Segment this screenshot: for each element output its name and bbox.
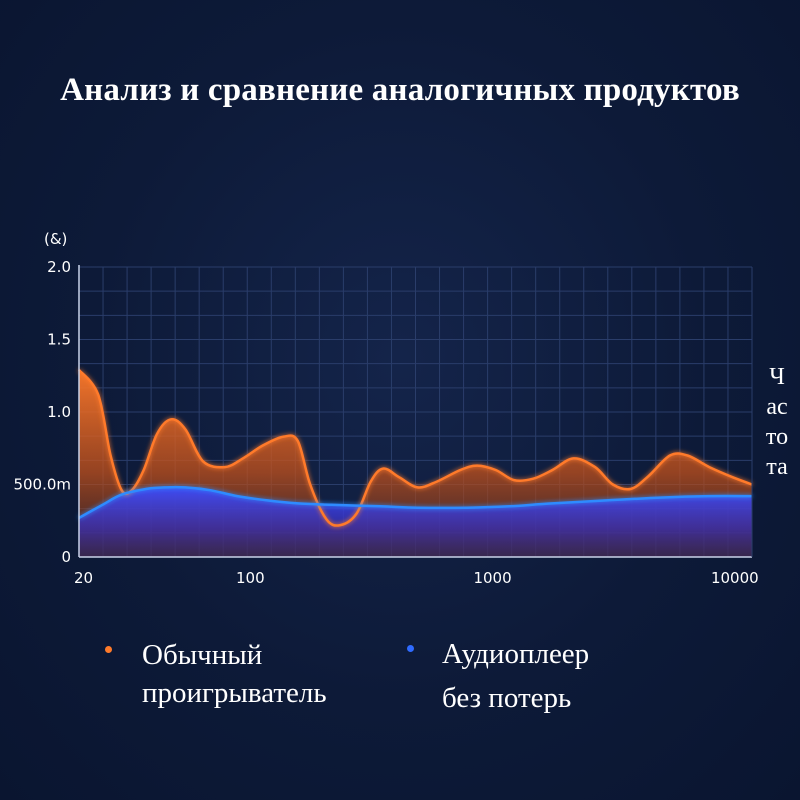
chart-axes [78, 265, 753, 558]
x-tick-label: 1000 [473, 569, 511, 587]
legend-label-regular-player: Обычный проигрыватель [142, 639, 327, 709]
y-axis-label: (&) [44, 230, 67, 248]
x-tick-label: 100 [236, 569, 265, 587]
series-line-lossless-player [78, 485, 753, 519]
page-title: Анализ и сравнение аналогичных продуктов [60, 72, 740, 108]
x-tick-label: 20 [74, 569, 93, 587]
y-tick-label: 1.0 [47, 403, 71, 421]
chart-ticks: 0 500.0m 1.0 1.5 2.0 20 100 1000 10000 [13, 258, 758, 587]
series-area-lossless-player [79, 487, 752, 557]
y-tick-label: 0 [61, 548, 71, 566]
legend-label-lossless-player: Аудиоплеер без потерь [442, 638, 590, 714]
legend-dot-orange [105, 646, 112, 653]
x-axis-label: Частота [765, 364, 789, 480]
legend-dot-blue [407, 645, 414, 652]
y-tick-label: 500.0m [13, 476, 71, 494]
series-line-regular-player [78, 369, 753, 527]
y-tick-label: 2.0 [47, 258, 71, 276]
x-tick-label: 10000 [711, 569, 759, 587]
y-tick-label: 1.5 [47, 331, 71, 349]
